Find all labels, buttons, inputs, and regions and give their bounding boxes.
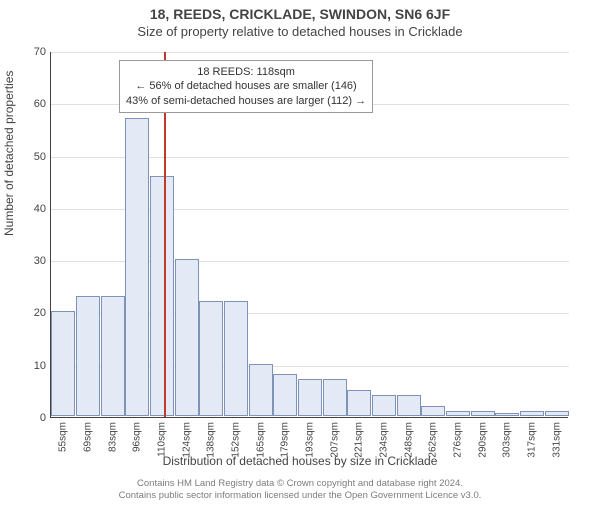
- y-tick-label: 20: [16, 307, 46, 319]
- plot-area: 01020304050607055sqm69sqm83sqm96sqm110sq…: [50, 52, 568, 418]
- footer-line-2: Contains public sector information licen…: [0, 490, 600, 502]
- x-tick-label: 303sqm: [502, 422, 513, 458]
- x-tick-label: 110sqm: [157, 422, 168, 457]
- histogram-bar: [199, 301, 223, 416]
- x-tick-label: 193sqm: [305, 422, 316, 458]
- annotation-line: ← 56% of detached houses are smaller (14…: [126, 79, 366, 93]
- histogram-bar: [372, 395, 396, 416]
- x-tick-label: 234sqm: [379, 422, 390, 458]
- histogram-bar: [125, 118, 149, 416]
- histogram-bar: [323, 379, 347, 416]
- page-title: 18, REEDS, CRICKLADE, SWINDON, SN6 6JF: [0, 6, 600, 22]
- histogram-bar: [224, 301, 248, 416]
- chart-area: 01020304050607055sqm69sqm83sqm96sqm110sq…: [50, 52, 568, 418]
- histogram-bar: [347, 390, 371, 416]
- x-tick-label: 262sqm: [428, 422, 439, 458]
- annotation-box: 18 REEDS: 118sqm← 56% of detached houses…: [119, 60, 373, 113]
- histogram-bar: [175, 259, 199, 416]
- y-tick-label: 30: [16, 255, 46, 267]
- histogram-bar: [520, 411, 544, 416]
- y-tick-label: 10: [16, 360, 46, 372]
- histogram-bar: [298, 379, 322, 416]
- x-tick-label: 152sqm: [231, 422, 242, 458]
- x-tick-label: 179sqm: [280, 422, 291, 458]
- gridline: [51, 52, 569, 53]
- y-tick-label: 70: [16, 46, 46, 58]
- histogram-bar: [51, 311, 75, 416]
- y-tick-label: 60: [16, 98, 46, 110]
- y-tick-label: 50: [16, 151, 46, 163]
- histogram-bar: [101, 296, 125, 416]
- y-tick-label: 0: [16, 412, 46, 424]
- histogram-bar: [397, 395, 421, 416]
- x-tick-label: 317sqm: [527, 422, 538, 458]
- annotation-line: 43% of semi-detached houses are larger (…: [126, 94, 366, 108]
- x-tick-label: 69sqm: [83, 422, 94, 452]
- x-tick-label: 83sqm: [107, 422, 118, 452]
- x-tick-label: 207sqm: [329, 422, 340, 458]
- x-tick-label: 165sqm: [255, 422, 266, 458]
- histogram-bar: [545, 411, 569, 416]
- x-tick-label: 331sqm: [551, 422, 562, 458]
- annotation-line: 18 REEDS: 118sqm: [126, 65, 366, 79]
- x-tick-label: 248sqm: [403, 422, 414, 458]
- footer-attribution: Contains HM Land Registry data © Crown c…: [0, 478, 600, 502]
- histogram-bar: [446, 411, 470, 416]
- histogram-bar: [150, 176, 174, 417]
- chart-subtitle: Size of property relative to detached ho…: [0, 24, 600, 39]
- histogram-bar: [273, 374, 297, 416]
- x-tick-label: 124sqm: [181, 422, 192, 458]
- x-tick-label: 276sqm: [453, 422, 464, 458]
- histogram-bar: [495, 413, 519, 416]
- x-tick-label: 96sqm: [132, 422, 143, 452]
- histogram-bar: [421, 406, 445, 416]
- x-tick-label: 221sqm: [354, 422, 365, 458]
- y-tick-label: 40: [16, 203, 46, 215]
- y-axis-label: Number of detached properties: [2, 71, 16, 236]
- x-tick-label: 55sqm: [58, 422, 69, 452]
- footer-line-1: Contains HM Land Registry data © Crown c…: [0, 478, 600, 490]
- x-tick-label: 138sqm: [206, 422, 217, 458]
- histogram-bar: [76, 296, 100, 416]
- histogram-bar: [471, 411, 495, 416]
- x-axis-label: Distribution of detached houses by size …: [0, 454, 600, 468]
- histogram-bar: [249, 364, 273, 416]
- x-tick-label: 290sqm: [477, 422, 488, 458]
